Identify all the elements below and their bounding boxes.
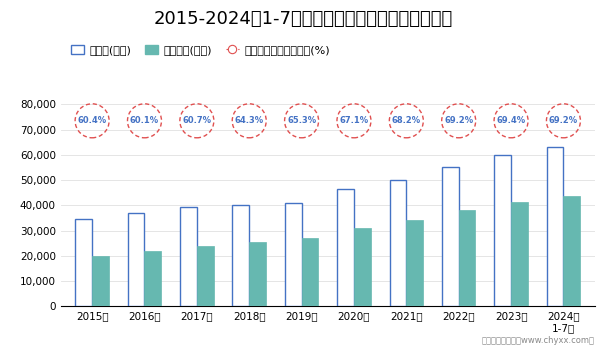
Text: 60.7%: 60.7% — [182, 116, 211, 125]
Bar — [494, 155, 511, 306]
Text: 60.4%: 60.4% — [78, 116, 107, 125]
Bar — [511, 201, 528, 306]
Bar — [459, 210, 475, 306]
Text: 69.2%: 69.2% — [444, 116, 473, 125]
Text: 64.3%: 64.3% — [235, 116, 264, 125]
Text: 68.2%: 68.2% — [392, 116, 421, 125]
Bar — [406, 221, 423, 306]
Bar — [197, 246, 214, 306]
Bar — [302, 238, 318, 306]
Bar — [127, 213, 144, 306]
Text: 制图：智研咨询（www.chyxx.com）: 制图：智研咨询（www.chyxx.com） — [482, 335, 595, 345]
Bar — [285, 203, 302, 306]
Bar — [354, 228, 371, 306]
Text: 65.3%: 65.3% — [287, 116, 316, 125]
Bar — [547, 147, 563, 306]
Bar — [180, 207, 197, 306]
Text: 67.1%: 67.1% — [339, 116, 368, 125]
Bar — [144, 251, 161, 306]
Text: 69.2%: 69.2% — [549, 116, 578, 125]
Bar — [442, 167, 459, 306]
Bar — [92, 256, 109, 306]
Bar — [390, 180, 406, 306]
Bar — [232, 205, 249, 306]
Text: 60.1%: 60.1% — [130, 116, 159, 125]
Bar — [249, 242, 266, 306]
Text: 2015-2024年1-7月专用设备制造业企业资产统计图: 2015-2024年1-7月专用设备制造业企业资产统计图 — [154, 10, 453, 29]
Bar — [563, 197, 580, 306]
Legend: 总资产(亿元), 流动资产(亿元), 流动资产占总资产比率(%): 总资产(亿元), 流动资产(亿元), 流动资产占总资产比率(%) — [66, 40, 334, 60]
Bar — [337, 189, 354, 306]
Text: 69.4%: 69.4% — [497, 116, 526, 125]
Bar — [75, 219, 92, 306]
